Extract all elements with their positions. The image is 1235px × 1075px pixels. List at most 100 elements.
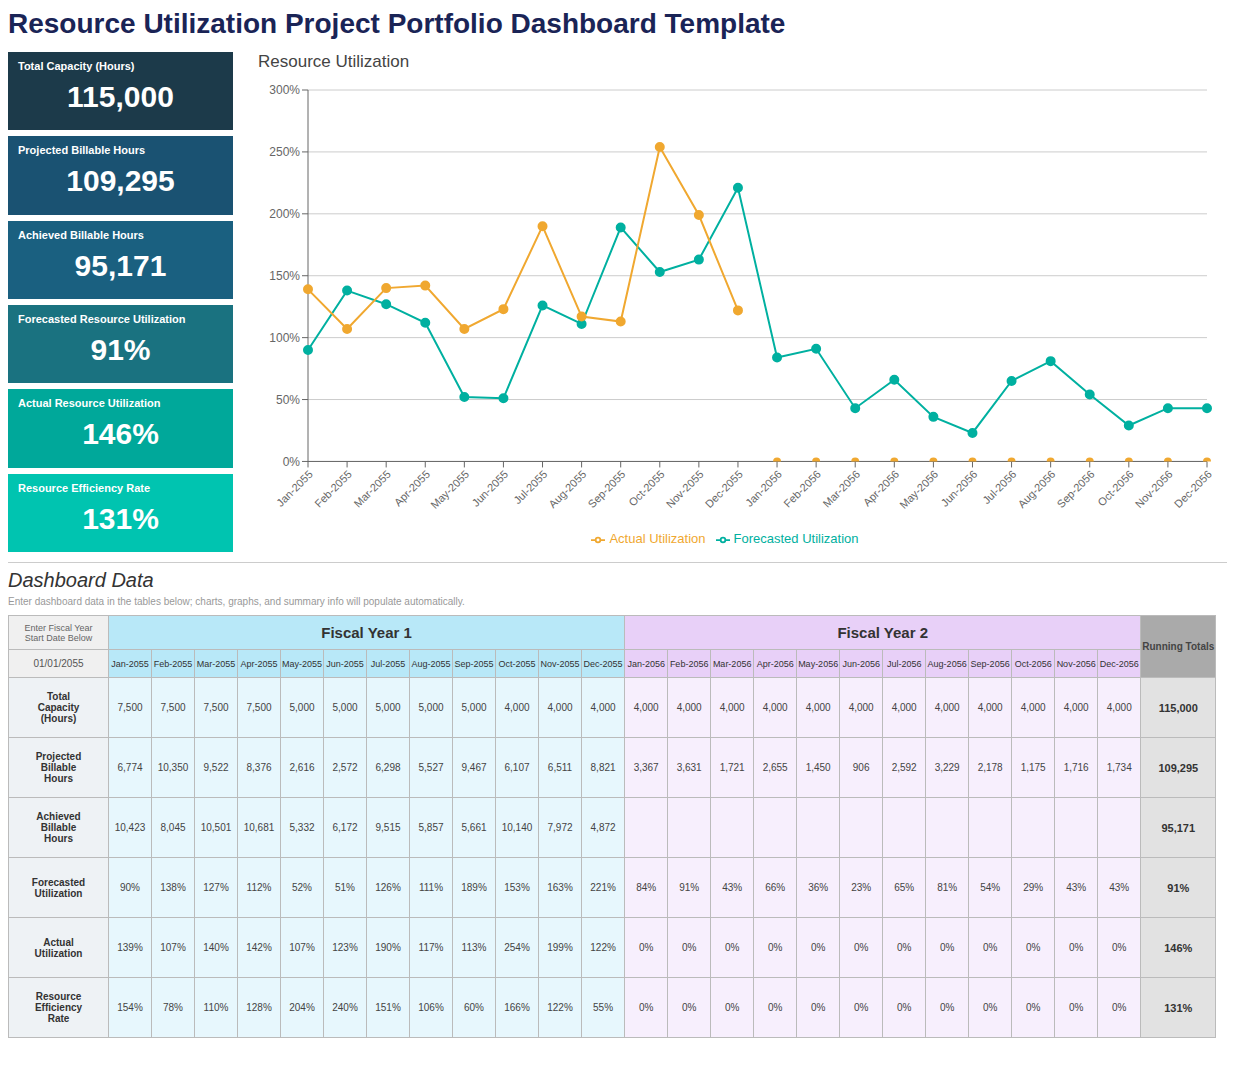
svg-text:Oct-2055: Oct-2055 — [626, 468, 666, 508]
svg-text:50%: 50% — [276, 393, 300, 407]
html-text:Nov-2056 Dec-2056: Nov-2056 Dec-2056 — [1056, 658, 1139, 669]
svg-text:Jun-2056: Jun-2056 — [938, 468, 979, 509]
svg-text:Feb-2055: Feb-2055 — [312, 468, 354, 510]
svg-text:150%: 150% — [269, 269, 300, 283]
html-text:4,000: 4,000 — [590, 702, 616, 713]
svg-text:Feb-2056: Feb-2056 — [781, 468, 823, 510]
html-text:5,000: 5,000 — [289, 702, 315, 713]
html-text:May-2056 Jun-2056: May-2056 Jun-2056 — [798, 658, 880, 669]
html-text:Resource Efficiency Rate: Resource Efficiency Rate — [34, 991, 83, 1024]
html-text:Apr-2056: Apr-2056 — [756, 658, 794, 669]
html-text:91%: 91% — [1167, 881, 1190, 894]
html-text:5,000: 5,000 — [332, 702, 358, 713]
html-text:7,500: 7,500 — [203, 702, 229, 713]
html-text:Forecasted Utilization: Forecasted Utilization — [733, 531, 859, 547]
html-text:Aug-2056 Sep-2056: Aug-2056 Sep-2056 — [927, 658, 1010, 669]
html-text:Actual Utilization: Actual Utilization — [34, 936, 83, 959]
svg-text:May-2056: May-2056 — [897, 468, 940, 511]
html-text:Feb-2055 Mar-2055: Feb-2055 Mar-2055 — [153, 658, 236, 669]
svg-text:Apr-2055: Apr-2055 — [392, 468, 432, 508]
svg-text:Jan-2055: Jan-2055 — [274, 468, 315, 509]
html-text:Fiscal Year 1: Fiscal Year 1 — [321, 624, 412, 641]
html-text:May-2055: May-2055 — [282, 658, 322, 669]
html-text:Jun-2055: Jun-2055 — [326, 658, 364, 669]
html-text:Achieved Billable Hours: Achieved Billable Hours — [18, 228, 144, 241]
html-text:Aug-2055 Sep-2055: Aug-2055 Sep-2055 — [411, 658, 494, 669]
html-text:4,000: 4,000 — [719, 702, 745, 713]
svg-text:250%: 250% — [269, 145, 300, 159]
html-text:Jul-2056: Jul-2056 — [886, 658, 922, 669]
svg-text:Mar-2055: Mar-2055 — [351, 468, 393, 510]
svg-text:300%: 300% — [269, 83, 300, 97]
html-text:Jan-2056: Jan-2056 — [627, 658, 665, 669]
html-text:7,500: 7,500 — [160, 702, 186, 713]
html-text:4,000: 4,000 — [547, 702, 573, 713]
html-text:115,000: 115,000 — [1158, 701, 1198, 714]
html-text:Oct-2056: Oct-2056 — [1014, 658, 1052, 669]
html-text:95,171: 95,171 — [74, 248, 167, 282]
html-text:4,000: 4,000 — [762, 702, 788, 713]
svg-text:Aug-2055: Aug-2055 — [546, 468, 588, 510]
html-text:4,000: 4,000 — [633, 702, 659, 713]
html-text:109,295: 109,295 — [66, 164, 175, 198]
svg-text:Jan-2056: Jan-2056 — [743, 468, 784, 509]
html-text:95,171: 95,171 — [1161, 821, 1196, 834]
svg-text:Mar-2056: Mar-2056 — [820, 468, 862, 510]
svg-text:Jun-2055: Jun-2055 — [469, 468, 510, 509]
svg-text:Dec-2056: Dec-2056 — [1172, 468, 1214, 510]
html-text:Jan-2055: Jan-2055 — [111, 658, 149, 669]
html-text:Resource Utilization: Resource Utilization — [258, 52, 410, 71]
html-text:Resource Utilization Project P: Resource Utilization Project Portfolio D… — [8, 8, 786, 39]
html-text:Oct-2055: Oct-2055 — [498, 658, 536, 669]
svg-text:Jul-2056: Jul-2056 — [980, 468, 1018, 506]
html-text:91%: 91% — [90, 333, 151, 367]
html-text:Projected Billable Hours: Projected Billable Hours — [18, 144, 146, 157]
html-text:Projected Billable Hours: Projected Billable Hours — [35, 751, 82, 784]
svg-text:Jul-2055: Jul-2055 — [511, 468, 549, 506]
svg-text:Nov-2056: Nov-2056 — [1133, 468, 1175, 510]
html-text:Enter dashboard data in the ta: Enter dashboard data in the tables below… — [8, 596, 465, 607]
html-text:131%: 131% — [82, 501, 159, 535]
html-text:Achieved Billable Hours: Achieved Billable Hours — [36, 811, 81, 844]
svg-text:Sep-2056: Sep-2056 — [1054, 468, 1096, 510]
html-text:Actual Resource Utilization: Actual Resource Utilization — [18, 397, 161, 410]
html-text:7,500: 7,500 — [246, 702, 272, 713]
html-text:5,000: 5,000 — [375, 702, 401, 713]
html-text:Dashboard Data: Dashboard Data — [8, 569, 154, 591]
html-text:01/01/2055: 01/01/2055 — [33, 658, 84, 669]
html-text:115,000: 115,000 — [67, 80, 174, 114]
svg-text:Aug-2056: Aug-2056 — [1015, 468, 1057, 510]
svg-text:0%: 0% — [283, 455, 301, 469]
html-text:Actual Utilization: Actual Utilization — [609, 531, 706, 547]
html-text:Forecasted Resource Utilizatio: Forecasted Resource Utilization — [18, 313, 186, 325]
html-text:5,000: 5,000 — [461, 702, 487, 713]
html-text:Apr-2055: Apr-2055 — [240, 658, 278, 669]
svg-text:Dec-2055: Dec-2055 — [703, 468, 745, 510]
svg-text:May-2055: May-2055 — [428, 468, 471, 511]
html-text:Forecasted Utilization: Forecasted Utilization — [31, 876, 86, 899]
html-text:Jul-2055: Jul-2055 — [370, 658, 406, 669]
html-text:Resource Efficiency Rate: Resource Efficiency Rate — [18, 481, 151, 494]
html-text:Enter Fiscal Year Start Date B: Enter Fiscal Year Start Date Below — [24, 622, 93, 643]
html-text:Fiscal Year 2: Fiscal Year 2 — [837, 624, 928, 641]
html-text:Feb-2056 Mar-2056: Feb-2056 Mar-2056 — [669, 658, 752, 669]
html-text:5,000: 5,000 — [418, 702, 444, 713]
svg-text:Sep-2055: Sep-2055 — [585, 468, 627, 510]
html-text:4,000: 4,000 — [504, 702, 530, 713]
svg-text:Oct-2056: Oct-2056 — [1095, 468, 1135, 508]
html-text:Nov-2055 Dec-2055: Nov-2055 Dec-2055 — [540, 658, 623, 669]
html-text:Total Capacity (Hours): Total Capacity (Hours) — [18, 60, 135, 72]
html-text:7,500: 7,500 — [117, 702, 143, 713]
html-text:146%: 146% — [1164, 941, 1193, 954]
html-text:Total Capacity (Hours): Total Capacity (Hours) — [37, 691, 80, 724]
html-text:4,000: 4,000 — [676, 702, 702, 713]
html-text:109,295: 109,295 — [1158, 761, 1199, 774]
html-text:131%: 131% — [1164, 1001, 1193, 1014]
svg-text:Nov-2055: Nov-2055 — [664, 468, 706, 510]
svg-text:Apr-2056: Apr-2056 — [861, 468, 901, 508]
html-text:4,000: 4,000 — [805, 702, 831, 713]
svg-text:200%: 200% — [269, 207, 300, 221]
html-text:146%: 146% — [82, 417, 159, 451]
html-text:Running Totals: Running Totals — [1142, 641, 1215, 652]
svg-text:100%: 100% — [269, 331, 300, 345]
